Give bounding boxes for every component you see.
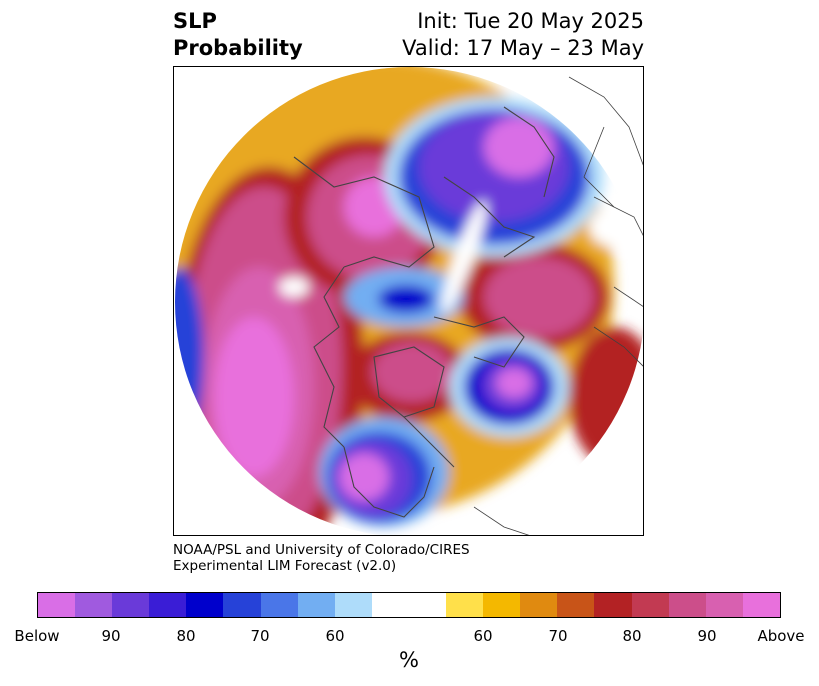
colorbar-label-below-70: 70 xyxy=(250,627,270,645)
colorbar-segment xyxy=(38,593,76,617)
credit-line-1: NOAA/PSL and University of Colorado/CIRE… xyxy=(173,542,470,558)
colorbar-label-above-90: 90 xyxy=(697,627,717,645)
colorbar-segment xyxy=(594,593,632,617)
colorbar-segment xyxy=(668,593,706,617)
country-borders xyxy=(293,106,555,518)
map-panel xyxy=(173,66,644,536)
coastlines xyxy=(473,76,643,535)
credit-line-2: Experimental LIM Forecast (v2.0) xyxy=(173,558,397,574)
colorbar-label-below-90: 90 xyxy=(101,627,121,645)
colorbar-segment xyxy=(334,593,372,617)
colorbar-segment xyxy=(112,593,150,617)
map-title: SLP Probability xyxy=(173,8,303,62)
colorbar-segment xyxy=(520,593,558,617)
colorbar-segment xyxy=(483,593,521,617)
colorbar-segment xyxy=(705,593,743,617)
colorbar-segment xyxy=(223,593,261,617)
title-variable: SLP xyxy=(173,9,217,33)
colorbar-segment xyxy=(631,593,669,617)
colorbar-label-above: Above xyxy=(757,627,805,645)
colorbar-segment xyxy=(408,593,447,617)
valid-range: Valid: 17 May – 23 May xyxy=(402,36,644,60)
colorbar-label-above-80: 80 xyxy=(622,627,642,645)
colorbar-segment xyxy=(742,593,780,617)
colorbar-segment xyxy=(260,593,298,617)
colorbar-segment xyxy=(149,593,187,617)
colorbar-segment xyxy=(557,593,595,617)
colorbar-label-below-80: 80 xyxy=(176,627,196,645)
colorbar-segment xyxy=(75,593,113,617)
colorbar-label-below: Below xyxy=(14,627,60,645)
colorbar-unit: % xyxy=(399,648,419,672)
colorbar xyxy=(37,592,781,618)
colorbar-segment xyxy=(446,593,484,617)
colorbar-segment xyxy=(186,593,224,617)
init-date: Init: Tue 20 May 2025 xyxy=(417,9,644,33)
colorbar-segment xyxy=(371,593,409,617)
forecast-dates: Init: Tue 20 May 2025 Valid: 17 May – 23… xyxy=(402,8,644,62)
colorbar-label-above-70: 70 xyxy=(548,627,568,645)
title-quantity: Probability xyxy=(173,36,303,60)
colorbar-segment xyxy=(297,593,335,617)
probability-map xyxy=(175,67,643,535)
colorbar-label-above-60: 60 xyxy=(473,627,493,645)
credit: NOAA/PSL and University of Colorado/CIRE… xyxy=(173,542,470,574)
colorbar-label-below-60: 60 xyxy=(325,627,345,645)
